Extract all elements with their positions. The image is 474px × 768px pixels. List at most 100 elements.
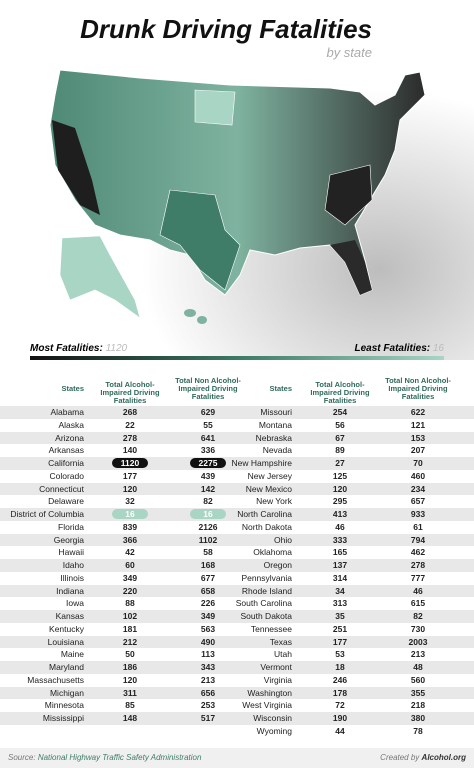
state-name: Florida [58,521,84,532]
cell-value: 120 [122,483,138,494]
cell-value: 42 [125,547,135,558]
row-stripe [0,533,237,547]
cell-value: 27 [335,458,345,469]
cell-value: 560 [410,674,426,685]
cell-value: 32 [125,496,135,507]
cell-value: 355 [410,687,426,698]
row-stripe [237,406,474,419]
cell-value: 218 [410,700,426,711]
cell-value: 657 [410,496,426,507]
cell-value: 220 [122,585,138,596]
cell-value: 2275 [190,458,226,469]
cell-value: 78 [413,726,423,736]
cell-value: 190 [332,713,348,724]
state-name: Kentucky [49,623,84,634]
row-stripe [0,635,237,649]
row-stripe [0,712,237,725]
state-name: South Dakota [240,611,292,622]
cell-value: 34 [335,585,345,596]
cell-value: 82 [203,496,213,507]
cell-value: 366 [122,534,138,545]
source: Source: National Highway Traffic Safety … [8,753,201,762]
credit: Created by Alcohol.org [380,753,466,762]
state-name: Washington [247,687,292,698]
state-name: Nebraska [255,432,292,443]
cell-value: 730 [410,623,426,634]
state-name: West Virginia [242,700,292,711]
cell-value: 343 [200,662,216,673]
cell-value: 278 [122,432,138,443]
row-stripe [237,533,474,547]
legend-value: 1120 [105,343,128,354]
cell-value: 113 [201,649,215,660]
cell-value: 2126 [198,521,218,532]
legend-value: 16 [432,343,444,354]
column-header: States [269,384,292,393]
cell-value: 1102 [198,534,218,545]
state-shape [324,164,373,226]
cell-value: 212 [122,636,138,647]
hawaii-shape [197,316,207,324]
cell-value: 333 [332,534,348,545]
state-name: Arkansas [48,445,84,456]
cell-value: 251 [332,623,348,634]
state-name: North Carolina [237,509,292,520]
cell-value: 658 [200,585,216,596]
row-stripe [237,610,474,623]
cell-value: 629 [200,407,216,417]
cell-value: 16 [112,509,148,520]
state-name: Idaho [62,560,84,571]
cell-value: 349 [200,611,216,622]
cell-value: 460 [410,470,426,481]
cell-value: 70 [413,458,423,469]
cell-value: 58 [203,547,213,558]
cell-value: 18 [335,662,345,673]
cell-value: 380 [410,713,426,724]
cell-value: 253 [200,700,216,711]
row-stripe [237,559,474,572]
state-name: Minnesota [44,700,84,711]
cell-value: 35 [335,611,345,622]
state-name: Georgia [53,534,84,545]
state-name: Hawaii [58,547,84,558]
cell-value: 278 [410,560,426,571]
cell-value: 656 [200,687,216,698]
cell-value: 72 [335,700,345,711]
state-name: Montana [258,419,292,430]
state-name: Maine [60,649,84,660]
cell-value: 439 [200,470,216,481]
state-name: Delaware [48,496,84,507]
legend-most: Most Fatalities: 1120 [30,343,127,354]
column-header: Total Alcohol-Impaired Driving Fatalitie… [100,380,160,405]
cell-value: 55 [203,419,213,430]
cell-value: 178 [332,687,348,698]
cell-value: 153 [410,432,426,443]
cell-value: 839 [122,521,138,532]
cell-value: 121 [410,419,426,430]
cell-value: 142 [200,483,216,494]
cell-value: 61 [413,521,423,532]
state-name: Wisconsin [253,713,292,724]
cell-value: 186 [122,662,138,673]
cell-value: 120 [122,674,138,685]
state-name: Massachusetts [27,674,84,685]
row-stripe [237,661,474,674]
state-name: California [48,458,84,469]
cell-value: 1120 [112,458,148,469]
cell-value: 125 [332,470,348,481]
state-name: Texas [269,636,292,647]
state-name: Nevada [262,445,292,456]
cell-value: 295 [332,496,348,507]
cell-value: 213 [410,649,426,660]
cell-value: 226 [200,598,216,609]
state-name: Connecticut [39,483,84,494]
state-name: Utah [274,649,292,660]
state-name: Missouri [260,407,292,417]
state-name: Oklahoma [253,547,292,558]
cell-value: 148 [122,713,138,724]
cell-value: 46 [335,521,345,532]
row-stripe [0,431,237,445]
row-stripe [237,508,474,521]
credit-text: Alcohol.org [421,753,466,762]
